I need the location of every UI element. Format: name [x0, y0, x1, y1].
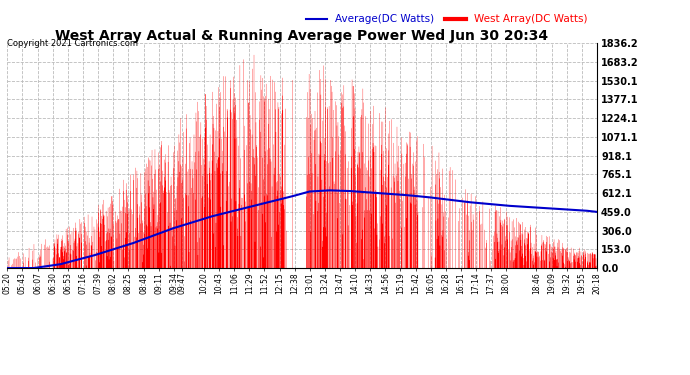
Title: West Array Actual & Running Average Power Wed Jun 30 20:34: West Array Actual & Running Average Powe…	[55, 29, 549, 43]
Text: Copyright 2021 Cartronics.com: Copyright 2021 Cartronics.com	[7, 39, 138, 48]
Legend: Average(DC Watts), West Array(DC Watts): Average(DC Watts), West Array(DC Watts)	[302, 10, 591, 28]
